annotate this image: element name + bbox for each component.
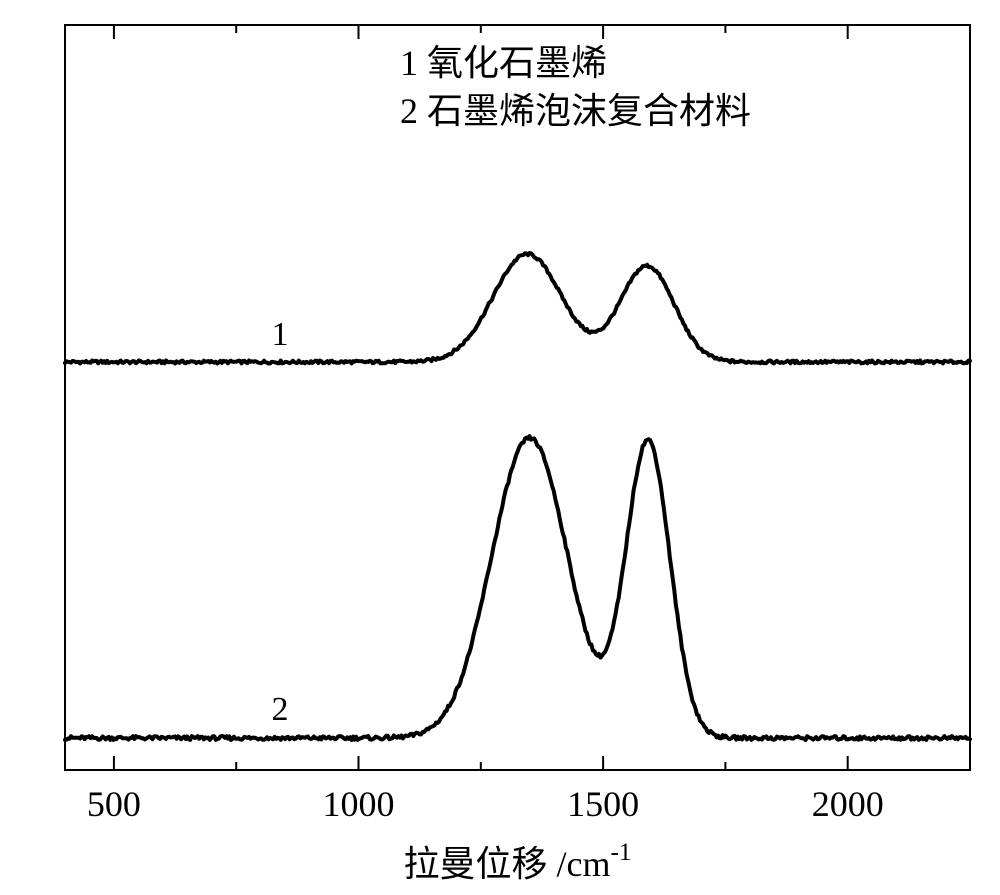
legend: 1 氧化石墨烯 2 石墨烯泡沫复合材料 (400, 43, 751, 131)
series-labels: 12 (272, 316, 289, 728)
series-label-1: 1 (272, 316, 289, 353)
spectra-curves (65, 253, 970, 740)
legend-item-1: 1 氧化石墨烯 (400, 43, 607, 83)
x-ticks: 500 1000 1500 2000 (87, 25, 970, 824)
x-tick-label: 500 (87, 784, 141, 824)
x-tick-label: 2000 (812, 784, 884, 824)
raman-chart: 500100015002000 12 1 氧化石墨烯2 石墨烯泡沫复合材料 拉曼… (0, 0, 1000, 895)
chart-svg: 500100015002000 12 1 氧化石墨烯2 石墨烯泡沫复合材料 拉曼… (0, 0, 1000, 895)
spectrum-curve-2 (65, 436, 970, 740)
series-label-2: 2 (272, 691, 289, 728)
spectrum-curve-1 (65, 253, 970, 364)
x-tick-label: 1500 (567, 784, 639, 824)
plot-border (65, 25, 970, 770)
x-axis-label-text: 拉曼位移 /cm-1 (404, 839, 632, 884)
x-tick-label: 1000 (323, 784, 395, 824)
legend-item-2: 2 石墨烯泡沫复合材料 (400, 91, 751, 131)
x-axis-label: 拉曼位移 /cm-1 (404, 839, 632, 884)
